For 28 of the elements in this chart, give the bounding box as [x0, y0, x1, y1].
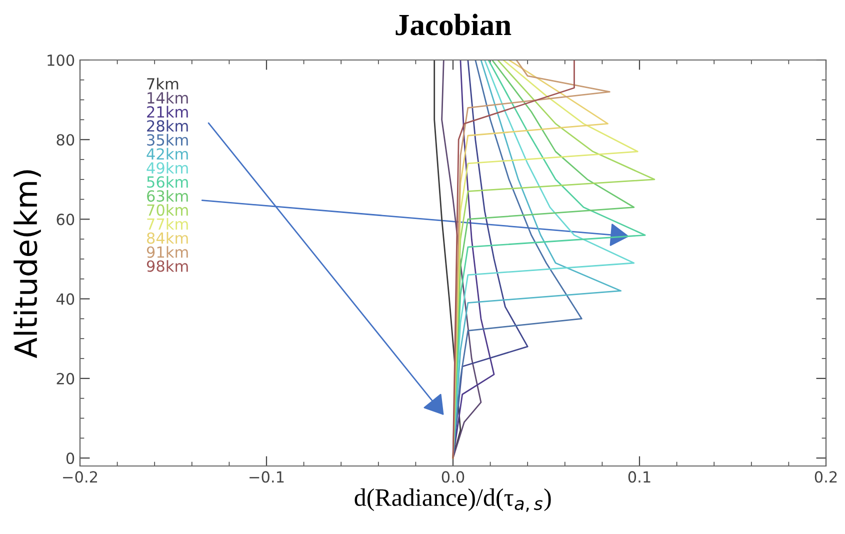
legend-label: 7km [147, 78, 178, 90]
text: 21km [147, 106, 188, 118]
x-tick-label: 0.1 [628, 471, 650, 483]
y-tick-label: 0 [66, 452, 74, 464]
x-tick-label: 0.2 [814, 471, 837, 483]
text: 91km [146, 246, 188, 258]
text: 63km [147, 190, 188, 202]
text: 98km [146, 260, 188, 272]
text: 70km [147, 204, 188, 216]
x-axis-title: d(Radiance)/d(τ$_{a,s}$) [354, 488, 551, 512]
y-tick-label: 80 [56, 134, 74, 146]
y-tick-label: 60 [56, 214, 74, 226]
chart-title: Jacobian [396, 14, 512, 36]
text: 28km [147, 120, 188, 132]
text: 35km [147, 134, 188, 146]
y-tick-label: 100 [48, 54, 74, 66]
x-tick-label: −0.2 [63, 471, 98, 483]
y-axis-title: Altitude(km) [14, 170, 41, 358]
y-tick-label: 20 [56, 372, 74, 384]
text: 84km [147, 232, 188, 244]
text: 14km [148, 92, 188, 104]
text: 56km [147, 176, 188, 188]
text: 42km [146, 148, 188, 160]
y-tick-label: 40 [56, 293, 74, 305]
text: 77km [147, 218, 188, 230]
x-tick-label: −0.1 [250, 471, 284, 483]
text: 49km [146, 162, 188, 174]
x-tick-label: 0.0 [442, 471, 464, 483]
